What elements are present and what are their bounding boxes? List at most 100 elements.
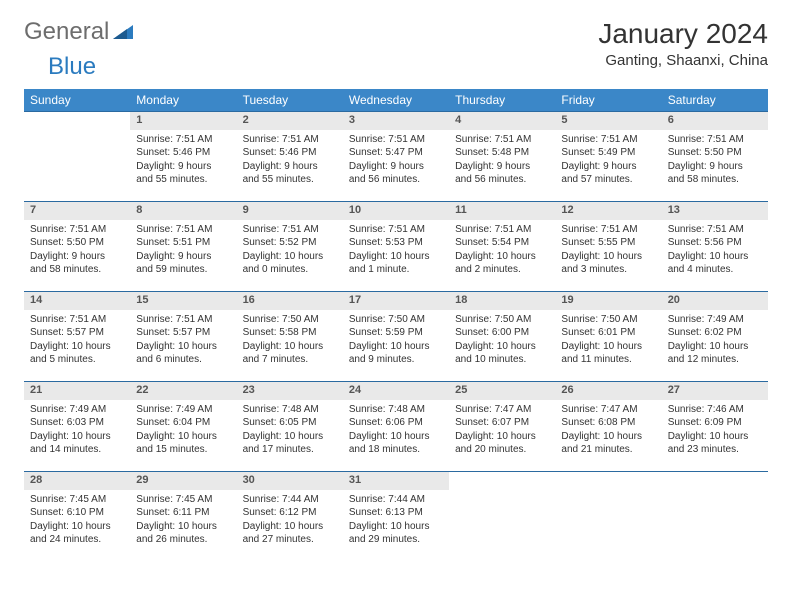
day-number-cell bbox=[555, 472, 661, 490]
day-info-line: Daylight: 10 hours bbox=[136, 520, 230, 534]
day-content-cell: Sunrise: 7:49 AMSunset: 6:02 PMDaylight:… bbox=[662, 310, 768, 382]
day-content-cell: Sunrise: 7:51 AMSunset: 5:53 PMDaylight:… bbox=[343, 220, 449, 292]
day-content-cell: Sunrise: 7:49 AMSunset: 6:04 PMDaylight:… bbox=[130, 400, 236, 472]
day-number-cell: 15 bbox=[130, 292, 236, 310]
day-info-line: Daylight: 10 hours bbox=[561, 430, 655, 444]
day-info-line: Daylight: 10 hours bbox=[455, 250, 549, 264]
day-info-line: and 23 minutes. bbox=[668, 443, 762, 457]
day-content-cell: Sunrise: 7:51 AMSunset: 5:50 PMDaylight:… bbox=[662, 130, 768, 202]
day-number-cell bbox=[449, 472, 555, 490]
day-info-line: Sunrise: 7:45 AM bbox=[136, 493, 230, 507]
day-info-line: and 27 minutes. bbox=[243, 533, 337, 547]
day-info-line: Sunrise: 7:47 AM bbox=[561, 403, 655, 417]
day-info-line: Sunrise: 7:48 AM bbox=[349, 403, 443, 417]
day-content-cell: Sunrise: 7:51 AMSunset: 5:50 PMDaylight:… bbox=[24, 220, 130, 292]
day-content-cell: Sunrise: 7:47 AMSunset: 6:08 PMDaylight:… bbox=[555, 400, 661, 472]
weekday-header: Friday bbox=[555, 89, 661, 112]
day-info-line: Sunset: 5:54 PM bbox=[455, 236, 549, 250]
day-content-cell: Sunrise: 7:45 AMSunset: 6:10 PMDaylight:… bbox=[24, 490, 130, 562]
day-number-cell: 7 bbox=[24, 202, 130, 220]
day-info-line: and 55 minutes. bbox=[136, 173, 230, 187]
day-info-line: and 26 minutes. bbox=[136, 533, 230, 547]
day-info-line: Daylight: 9 hours bbox=[455, 160, 549, 174]
day-content-cell: Sunrise: 7:50 AMSunset: 5:58 PMDaylight:… bbox=[237, 310, 343, 382]
day-info-line: Sunrise: 7:51 AM bbox=[349, 223, 443, 237]
weekday-header: Saturday bbox=[662, 89, 768, 112]
day-info-line: and 9 minutes. bbox=[349, 353, 443, 367]
day-content-cell: Sunrise: 7:50 AMSunset: 6:00 PMDaylight:… bbox=[449, 310, 555, 382]
weekday-header: Monday bbox=[130, 89, 236, 112]
day-info-line: Sunrise: 7:51 AM bbox=[243, 223, 337, 237]
day-info-line: Daylight: 9 hours bbox=[668, 160, 762, 174]
day-info-line: Daylight: 10 hours bbox=[455, 430, 549, 444]
logo-text-general: General bbox=[24, 18, 109, 46]
day-info-line: Sunset: 6:00 PM bbox=[455, 326, 549, 340]
day-info-line: Sunrise: 7:50 AM bbox=[349, 313, 443, 327]
day-info-line: and 4 minutes. bbox=[668, 263, 762, 277]
day-info-line: Sunset: 5:49 PM bbox=[561, 146, 655, 160]
day-info-line: and 2 minutes. bbox=[455, 263, 549, 277]
day-number-cell: 12 bbox=[555, 202, 661, 220]
day-number-cell: 30 bbox=[237, 472, 343, 490]
day-content-cell: Sunrise: 7:46 AMSunset: 6:09 PMDaylight:… bbox=[662, 400, 768, 472]
title-block: January 2024 Ganting, Shaanxi, China bbox=[598, 18, 768, 69]
day-info-line: Sunset: 6:06 PM bbox=[349, 416, 443, 430]
day-content-cell: Sunrise: 7:51 AMSunset: 5:52 PMDaylight:… bbox=[237, 220, 343, 292]
day-info-line: Sunset: 5:46 PM bbox=[136, 146, 230, 160]
day-content-cell: Sunrise: 7:51 AMSunset: 5:54 PMDaylight:… bbox=[449, 220, 555, 292]
day-info-line: Sunrise: 7:50 AM bbox=[455, 313, 549, 327]
day-info-line: and 29 minutes. bbox=[349, 533, 443, 547]
day-info-line: Sunset: 5:53 PM bbox=[349, 236, 443, 250]
logo: General bbox=[24, 18, 135, 46]
day-info-line: Sunrise: 7:44 AM bbox=[243, 493, 337, 507]
day-info-line: Daylight: 10 hours bbox=[668, 250, 762, 264]
day-info-line: Sunset: 6:08 PM bbox=[561, 416, 655, 430]
day-content-cell: Sunrise: 7:51 AMSunset: 5:46 PMDaylight:… bbox=[237, 130, 343, 202]
day-info-line: Sunset: 5:47 PM bbox=[349, 146, 443, 160]
day-info-line: Sunset: 6:09 PM bbox=[668, 416, 762, 430]
day-content-row: Sunrise: 7:51 AMSunset: 5:46 PMDaylight:… bbox=[24, 130, 768, 202]
day-info-line: Daylight: 9 hours bbox=[243, 160, 337, 174]
day-info-line: Sunset: 5:59 PM bbox=[349, 326, 443, 340]
day-number-cell: 14 bbox=[24, 292, 130, 310]
day-number-cell: 5 bbox=[555, 112, 661, 130]
day-info-line: and 58 minutes. bbox=[30, 263, 124, 277]
day-info-line: Daylight: 9 hours bbox=[136, 160, 230, 174]
day-content-cell: Sunrise: 7:51 AMSunset: 5:48 PMDaylight:… bbox=[449, 130, 555, 202]
day-number-cell: 18 bbox=[449, 292, 555, 310]
day-number-cell: 6 bbox=[662, 112, 768, 130]
day-info-line: and 57 minutes. bbox=[561, 173, 655, 187]
day-number-cell: 9 bbox=[237, 202, 343, 220]
day-info-line: Daylight: 9 hours bbox=[30, 250, 124, 264]
day-number-row: 21222324252627 bbox=[24, 382, 768, 400]
day-info-line: Sunrise: 7:51 AM bbox=[668, 223, 762, 237]
day-info-line: Daylight: 10 hours bbox=[136, 430, 230, 444]
day-number-cell bbox=[662, 472, 768, 490]
day-info-line: Daylight: 10 hours bbox=[349, 430, 443, 444]
day-info-line: Sunrise: 7:44 AM bbox=[349, 493, 443, 507]
day-info-line: Sunrise: 7:49 AM bbox=[136, 403, 230, 417]
day-content-row: Sunrise: 7:51 AMSunset: 5:50 PMDaylight:… bbox=[24, 220, 768, 292]
day-number-cell: 25 bbox=[449, 382, 555, 400]
day-info-line: and 1 minute. bbox=[349, 263, 443, 277]
day-info-line: Daylight: 10 hours bbox=[349, 340, 443, 354]
day-number-cell bbox=[24, 112, 130, 130]
day-info-line: and 20 minutes. bbox=[455, 443, 549, 457]
day-info-line: Sunset: 6:12 PM bbox=[243, 506, 337, 520]
day-content-cell: Sunrise: 7:51 AMSunset: 5:55 PMDaylight:… bbox=[555, 220, 661, 292]
day-info-line: Sunrise: 7:51 AM bbox=[561, 133, 655, 147]
day-number-cell: 8 bbox=[130, 202, 236, 220]
day-content-cell: Sunrise: 7:51 AMSunset: 5:51 PMDaylight:… bbox=[130, 220, 236, 292]
day-info-line: Sunset: 5:50 PM bbox=[668, 146, 762, 160]
day-info-line: and 56 minutes. bbox=[455, 173, 549, 187]
day-info-line: Daylight: 10 hours bbox=[349, 250, 443, 264]
day-content-cell: Sunrise: 7:47 AMSunset: 6:07 PMDaylight:… bbox=[449, 400, 555, 472]
day-info-line: Daylight: 10 hours bbox=[30, 340, 124, 354]
day-number-cell: 2 bbox=[237, 112, 343, 130]
day-info-line: Daylight: 10 hours bbox=[455, 340, 549, 354]
day-info-line: Sunset: 5:58 PM bbox=[243, 326, 337, 340]
day-content-cell: Sunrise: 7:51 AMSunset: 5:57 PMDaylight:… bbox=[130, 310, 236, 382]
day-info-line: Sunrise: 7:51 AM bbox=[668, 133, 762, 147]
day-info-line: Daylight: 10 hours bbox=[243, 250, 337, 264]
day-number-cell: 11 bbox=[449, 202, 555, 220]
